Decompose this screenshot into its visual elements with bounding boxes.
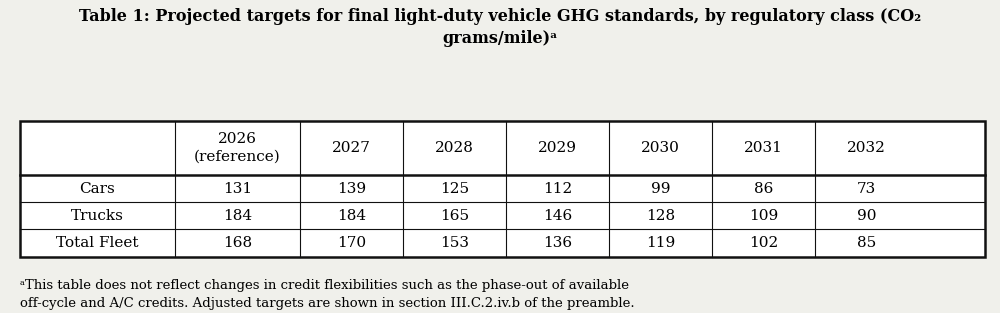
- Text: 170: 170: [337, 236, 366, 250]
- Text: 112: 112: [543, 182, 572, 196]
- Text: 85: 85: [857, 236, 876, 250]
- Text: 2027: 2027: [332, 141, 371, 155]
- Text: 168: 168: [223, 236, 252, 250]
- Text: Cars: Cars: [80, 182, 115, 196]
- Text: 119: 119: [646, 236, 675, 250]
- Text: 146: 146: [543, 209, 572, 223]
- Text: ᵃThis table does not reflect changes in credit flexibilities such as the phase-o: ᵃThis table does not reflect changes in …: [20, 279, 635, 310]
- Text: 131: 131: [223, 182, 252, 196]
- Text: 2032: 2032: [847, 141, 886, 155]
- Text: 165: 165: [440, 209, 469, 223]
- Text: 2029: 2029: [538, 141, 577, 155]
- Text: 90: 90: [857, 209, 876, 223]
- Text: Table 1: Projected targets for final light-duty vehicle GHG standards, by regula: Table 1: Projected targets for final lig…: [79, 8, 921, 47]
- Text: 2030: 2030: [641, 141, 680, 155]
- Text: 109: 109: [749, 209, 778, 223]
- Text: 86: 86: [754, 182, 773, 196]
- Text: 184: 184: [223, 209, 252, 223]
- Text: 184: 184: [337, 209, 366, 223]
- Text: 128: 128: [646, 209, 675, 223]
- Text: 102: 102: [749, 236, 778, 250]
- Text: 2028: 2028: [435, 141, 474, 155]
- Text: 139: 139: [337, 182, 366, 196]
- Text: 2026
(reference): 2026 (reference): [194, 132, 281, 163]
- Text: 136: 136: [543, 236, 572, 250]
- Text: 125: 125: [440, 182, 469, 196]
- Text: Total Fleet: Total Fleet: [56, 236, 139, 250]
- Text: 2031: 2031: [744, 141, 783, 155]
- Text: 73: 73: [857, 182, 876, 196]
- Text: 153: 153: [440, 236, 469, 250]
- Text: 99: 99: [651, 182, 670, 196]
- Text: Trucks: Trucks: [71, 209, 124, 223]
